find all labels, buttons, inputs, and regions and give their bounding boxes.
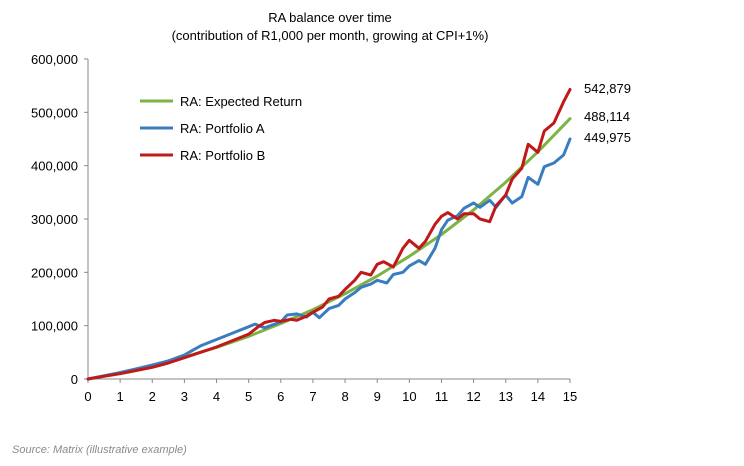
x-tick-label: 6	[277, 389, 284, 404]
x-tick-label: 14	[531, 389, 545, 404]
chart-title: RA balance over time	[268, 10, 392, 25]
x-tick-label: 13	[498, 389, 512, 404]
x-tick-label: 10	[402, 389, 416, 404]
y-tick-label: 0	[71, 372, 78, 387]
y-tick-label: 200,000	[31, 265, 78, 280]
series-line-0	[86, 117, 572, 381]
x-tick-label: 0	[84, 389, 91, 404]
end-value-label: 488,114	[584, 109, 630, 124]
legend: RA: Expected Return RA: Portfolio A RA: Po…	[140, 94, 302, 163]
legend-label: RA: Portfolio A	[180, 121, 265, 136]
series-line-1	[86, 137, 572, 381]
y-tick-label: 600,000	[31, 52, 78, 67]
x-tick-label: 5	[245, 389, 252, 404]
chart-subtitle: (contribution of R1,000 per month, growi…	[172, 28, 489, 43]
series-lines	[86, 88, 572, 381]
legend-label: RA: Expected Return	[180, 94, 302, 109]
x-tick-label: 15	[563, 389, 577, 404]
y-tick-label: 300,000	[31, 212, 78, 227]
end-value-label: 542,879	[584, 81, 631, 96]
end-value-label: 449,975	[584, 130, 631, 145]
x-tick-label: 2	[149, 389, 156, 404]
x-tick-label: 11	[435, 389, 449, 404]
x-tick-label: 12	[466, 389, 480, 404]
y-tick-label: 500,000	[31, 105, 78, 120]
x-tick-label: 8	[341, 389, 348, 404]
x-tick-label: 7	[309, 389, 316, 404]
x-tick-label: 9	[374, 389, 381, 404]
legend-label: RA: Portfolio B	[180, 148, 265, 163]
end-labels: 488,114 449,975 542,879	[584, 81, 631, 145]
y-tick-label: 100,000	[31, 319, 78, 334]
x-tick-label: 3	[181, 389, 188, 404]
x-tick-label: 1	[117, 389, 124, 404]
axes: 0 100,000 200,000 300,000 400,000 500,000 600,…	[31, 52, 577, 404]
x-tick-label: 4	[213, 389, 220, 404]
y-tick-label: 400,000	[31, 159, 78, 174]
source-note: Source: Matrix (illustrative example)	[12, 444, 187, 456]
series-line-2	[86, 88, 572, 381]
